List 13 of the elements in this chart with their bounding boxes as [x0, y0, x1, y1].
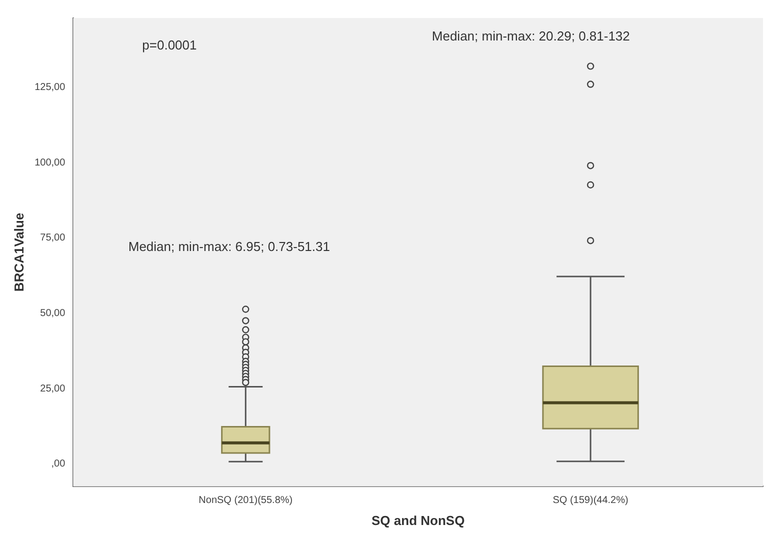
y-tick-label: 75,00 [40, 232, 66, 244]
y-tick-label: 50,00 [40, 308, 66, 319]
y-tick-label: 100,00 [34, 157, 66, 168]
annotation: Median; min-max: 20.29; 0.81-132 [432, 28, 630, 44]
y-axis-title: BRCA1Value [11, 212, 26, 292]
x-tick-label: SQ (159)(44.2%) [552, 495, 628, 506]
annotation: Median; min-max: 6.95; 0.73-51.31 [128, 239, 330, 254]
y-tick-label: 125,00 [34, 82, 66, 94]
x-tick-label: NonSQ (201)(55.8%) [198, 495, 293, 506]
y-tick-label: 25,00 [40, 383, 66, 394]
x-axis-title: SQ and NonSQ [372, 512, 465, 528]
y-tick-label: ,00 [51, 458, 66, 470]
annotation: p=0.0001 [142, 38, 197, 53]
